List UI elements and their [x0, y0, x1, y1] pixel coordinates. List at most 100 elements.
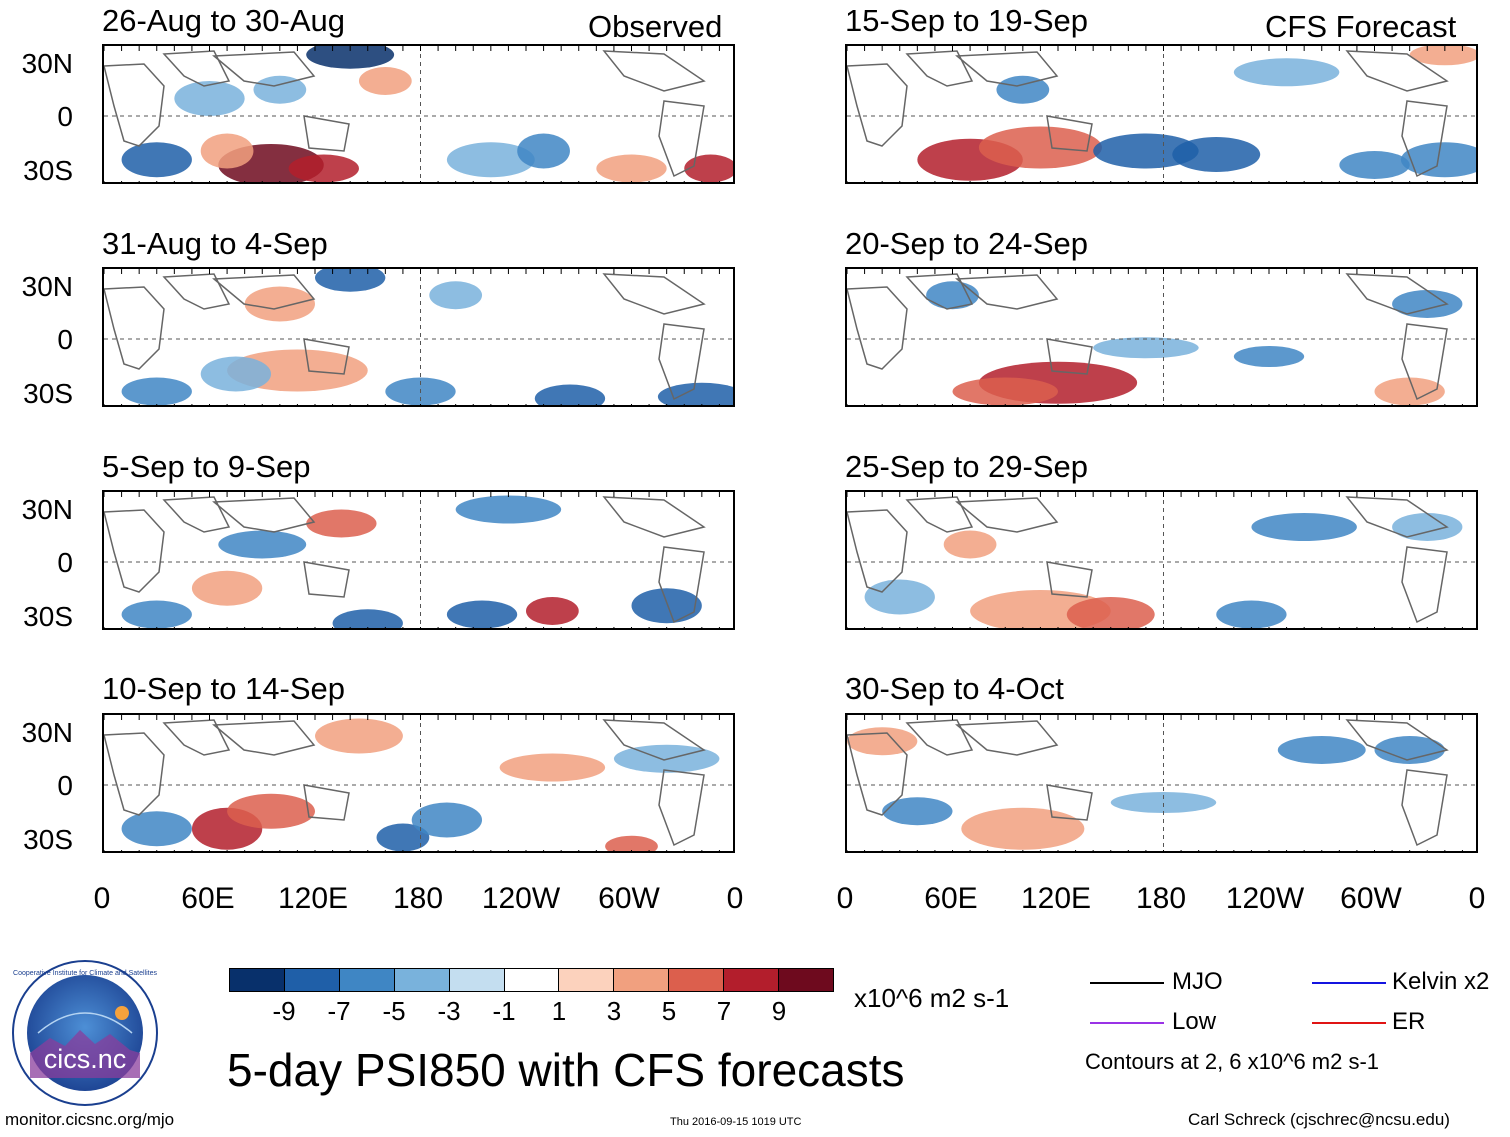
anomaly-blob — [446, 142, 535, 178]
anomaly-blob — [684, 154, 733, 182]
anomaly-blob — [332, 609, 403, 628]
colorbar-segment — [339, 969, 395, 991]
x-tick-label: 0 — [93, 882, 111, 915]
legend-swatch-er — [1312, 1022, 1386, 1024]
colorbar-segment — [449, 969, 505, 991]
anomaly-blob — [1374, 736, 1445, 764]
main-title: 5-day PSI850 with CFS forecasts — [227, 1044, 905, 1096]
anomaly-blob — [200, 356, 272, 392]
coastline — [847, 509, 908, 593]
anomaly-blob — [376, 823, 430, 851]
coastline — [1046, 338, 1093, 375]
coastline — [212, 720, 316, 756]
coastline — [303, 338, 350, 375]
panel-map-svg — [104, 715, 733, 851]
y-tick-label: 0 — [57, 770, 73, 801]
coastline — [162, 273, 231, 310]
anomaly-blob — [121, 600, 192, 628]
coastline — [1401, 323, 1448, 401]
coastline — [1345, 719, 1449, 761]
legend-swatch-mjo — [1090, 982, 1164, 984]
anomaly-blob — [446, 600, 518, 628]
legend-swatch-low — [1090, 1022, 1164, 1024]
panel-title: 30-Sep to 4-Oct — [845, 671, 1064, 706]
panel-title: 20-Sep to 24-Sep — [845, 226, 1089, 261]
colorbar-tick-label: -3 — [437, 996, 461, 1026]
coastline — [905, 273, 974, 310]
footer-url[interactable]: monitor.cicsnc.org/mjo — [5, 1110, 175, 1129]
anomaly-blob — [411, 802, 483, 838]
colorbar-units: x10^6 m2 s-1 — [854, 983, 1010, 1013]
anomaly-blob — [996, 75, 1050, 104]
colorbar — [229, 968, 834, 992]
panel-map-svg — [847, 46, 1476, 182]
anomaly-blob — [864, 579, 935, 615]
anomaly-blob — [1233, 346, 1305, 367]
coastline — [104, 286, 165, 370]
coastline — [847, 286, 908, 370]
anomaly-blob — [429, 281, 483, 310]
coastline — [602, 496, 706, 538]
legend-swatch-kelvin — [1312, 982, 1386, 984]
anomaly-blob — [1251, 513, 1357, 541]
anomaly-blob — [943, 530, 997, 559]
cics-logo-graphic — [12, 960, 158, 1106]
anomaly-blob — [1339, 151, 1410, 179]
anomaly-blob — [121, 811, 192, 847]
coastline — [1401, 100, 1448, 178]
y-tick-label: 30N — [21, 494, 73, 525]
colorbar-tick-label: -7 — [327, 996, 351, 1026]
anomaly-blob — [1172, 137, 1261, 172]
anomaly-blob — [631, 588, 702, 624]
panel-title: 26-Aug to 30-Aug — [102, 3, 346, 38]
map-panel-5 — [845, 44, 1478, 184]
coastline — [1345, 273, 1449, 315]
colorbar-segment — [230, 969, 285, 991]
coastline — [955, 720, 1059, 756]
x-tick-label: 0 — [836, 882, 854, 915]
panel-tag-cfs-forecast: CFS Forecast — [1265, 9, 1457, 44]
map-panel-1 — [102, 44, 735, 184]
y-tick-label: 30S — [23, 824, 73, 855]
x-tick-label: 60E — [924, 882, 978, 915]
y-tick-label: 0 — [57, 101, 73, 132]
anomaly-blob — [1110, 792, 1217, 813]
legend-label-low: Low — [1172, 1008, 1217, 1035]
colorbar-segment — [724, 969, 780, 991]
anomaly-blob — [1066, 597, 1155, 628]
panel-title: 10-Sep to 14-Sep — [102, 671, 346, 706]
panel-map-svg — [104, 46, 733, 182]
anomaly-blob — [315, 269, 386, 292]
panel-map-svg — [104, 492, 733, 628]
anomaly-blob — [253, 75, 307, 104]
coastline — [104, 732, 165, 816]
coastline — [162, 50, 231, 87]
x-tick-label: 120E — [277, 882, 349, 915]
anomaly-blob — [358, 67, 412, 95]
anomaly-blob — [191, 570, 263, 606]
y-tick-label: 0 — [57, 547, 73, 578]
colorbar-tick-label: 1 — [551, 996, 567, 1026]
anomaly-blob — [526, 597, 579, 625]
anomaly-blob — [1233, 58, 1340, 87]
anomaly-blob — [288, 154, 359, 182]
colorbar-segment — [779, 969, 833, 991]
colorbar-segment — [284, 969, 340, 991]
y-tick-label: 30N — [21, 271, 73, 302]
anomaly-blob — [534, 384, 606, 405]
y-tick-label: 30N — [21, 717, 73, 748]
anomaly-blob — [882, 797, 953, 826]
map-panel-3 — [102, 490, 735, 630]
panel-map-svg — [847, 269, 1476, 405]
coastline — [212, 51, 316, 87]
coastline — [658, 546, 705, 624]
map-panel-8 — [845, 713, 1478, 853]
footer-author: Carl Schreck (cjschrec@ncsu.edu) — [1188, 1110, 1450, 1129]
coastline — [162, 496, 231, 533]
coastline — [1401, 769, 1448, 847]
map-panel-4 — [102, 713, 735, 853]
coastline — [955, 274, 1059, 310]
map-panel-6 — [845, 267, 1478, 407]
coastline — [847, 63, 908, 147]
anomaly-blob — [306, 509, 377, 538]
